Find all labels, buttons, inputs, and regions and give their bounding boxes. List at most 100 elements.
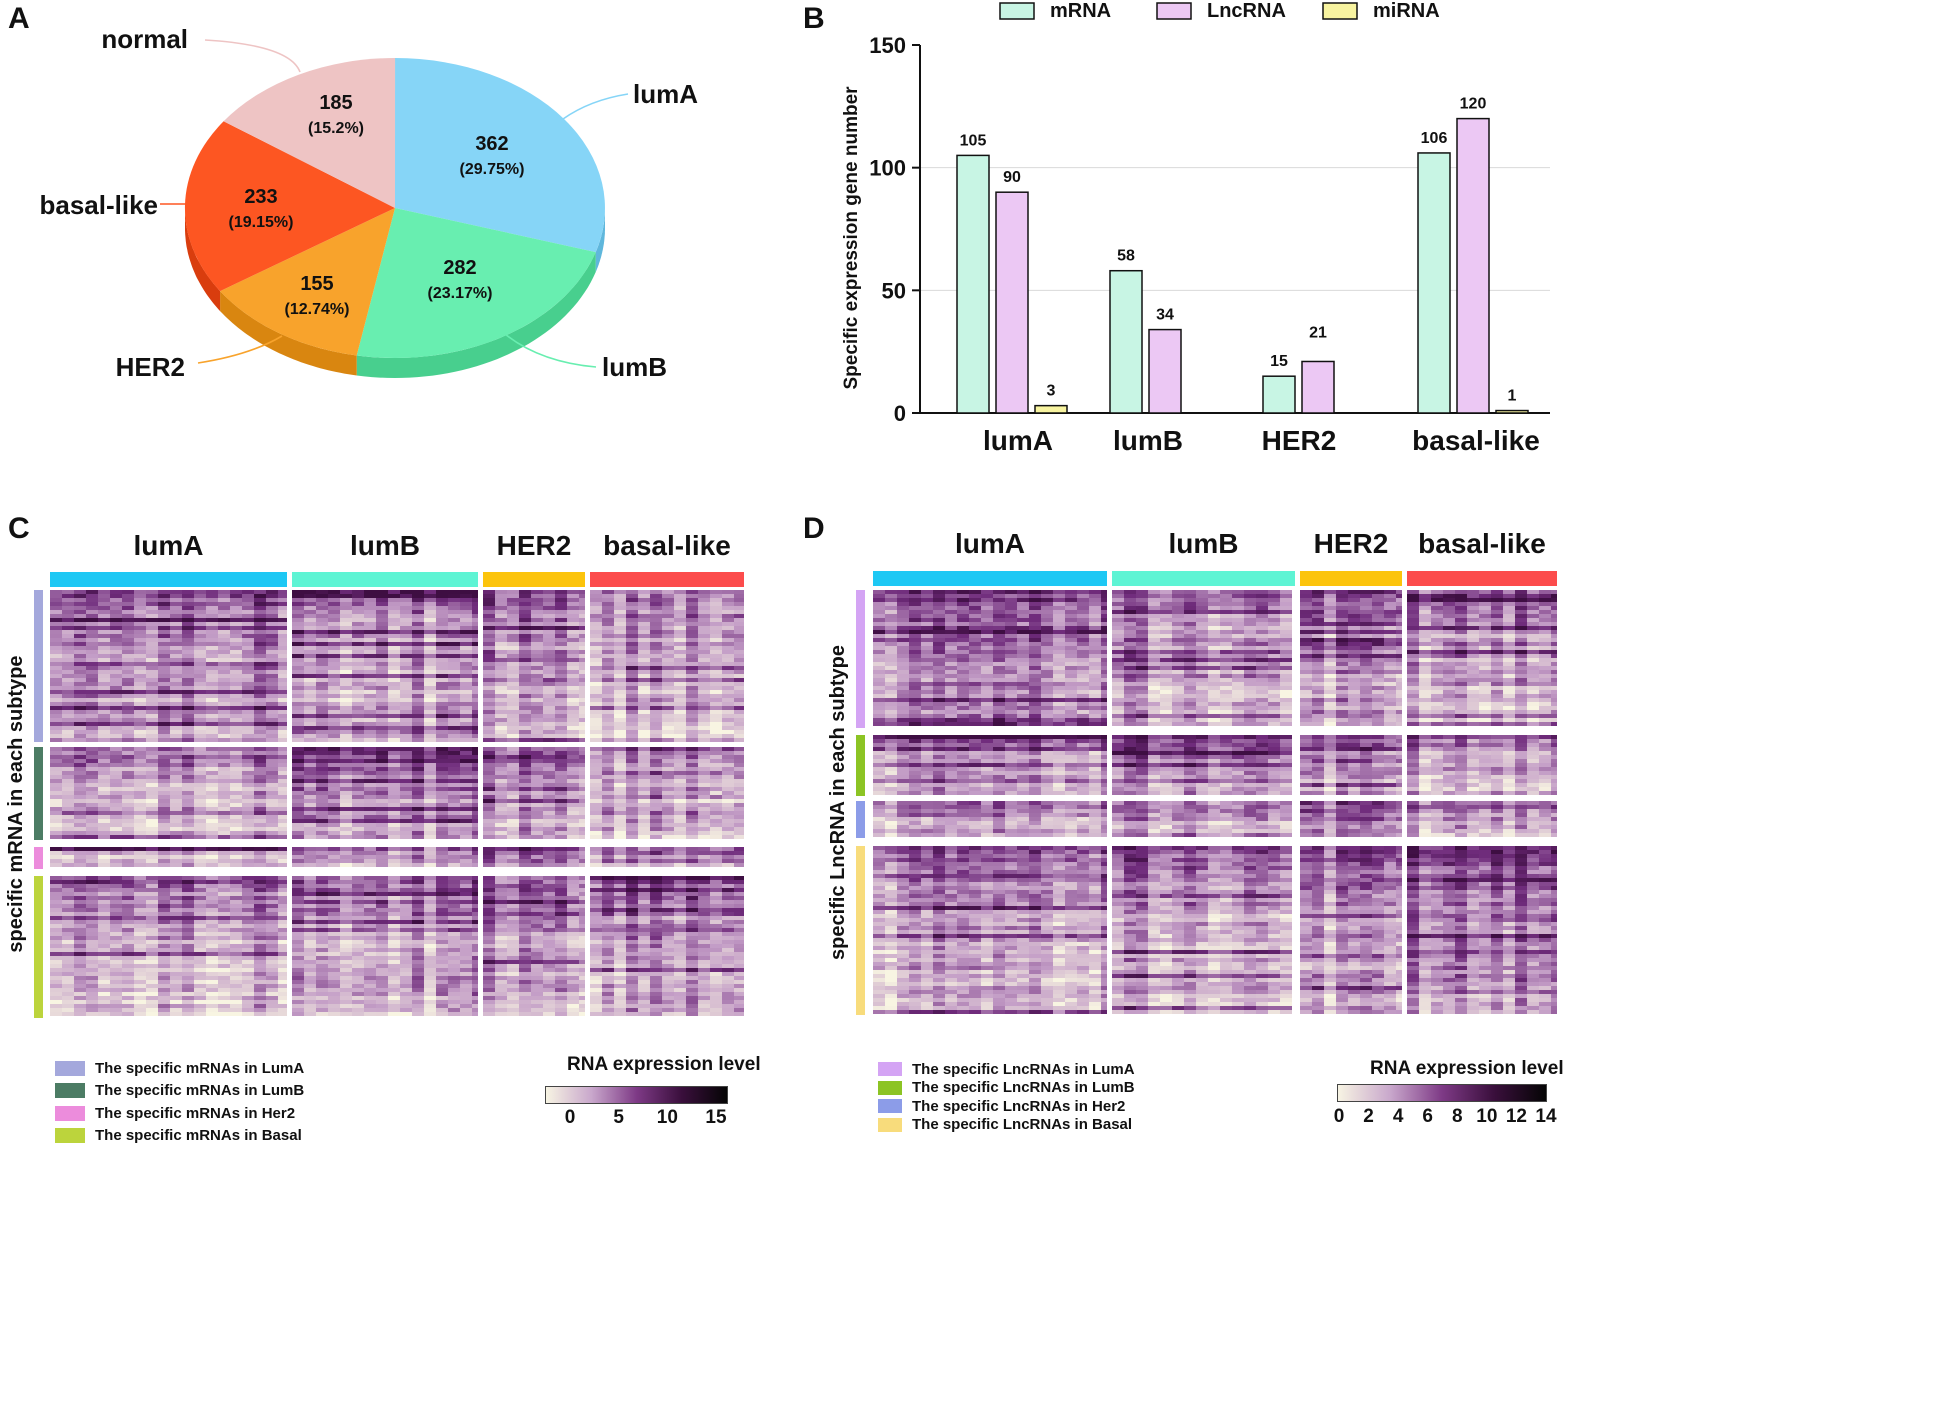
heatmap-cell [316,1008,328,1012]
heatmap-cell [424,831,436,835]
heatmap-cell [400,626,412,630]
heatmap-cell [254,751,266,755]
heatmap-cell [400,638,412,642]
heatmap-cell [412,863,424,867]
heatmap-cell [134,831,146,835]
heatmap-cell [388,694,400,698]
heatmap-cell [86,755,98,759]
heatmap-cell [266,771,278,775]
heatmap-cell [507,803,519,807]
heatmap-cell [614,598,626,602]
heatmap-cell [448,674,460,678]
heatmap-cell [698,630,710,634]
heatmap-cell [543,634,555,638]
heatmap-cell [483,1008,495,1012]
heatmap-cell [242,630,254,634]
heatmap-cell [448,775,460,779]
heatmap-cell [182,916,194,920]
heatmap-cell [62,771,74,775]
heatmap-cell [543,960,555,964]
heatmap-cell [110,892,122,896]
heatmap-cell [424,980,436,984]
heatmap-cell [146,738,158,742]
heatmap-cell [146,734,158,738]
heatmap-cell [292,924,304,928]
heatmap-cell [472,863,478,867]
heatmap-cell [304,1004,316,1008]
heatmap-cell [110,654,122,658]
heatmap-cell [74,984,86,988]
heatmap-cell [266,755,278,759]
heatmap-cell [62,759,74,763]
heatmap-cell [194,747,206,751]
heatmap-cell [292,646,304,650]
heatmap-cell [122,594,134,598]
heatmap-cell [734,666,744,670]
heatmap-cell [328,823,340,827]
heatmap-cell [352,855,364,859]
heatmap-cell [170,932,182,936]
heatmap-cell [436,614,448,618]
heatmap-cell [50,880,62,884]
heatmap-cell [292,686,304,690]
heatmap-cell [388,976,400,980]
heatmap-cell [531,799,543,803]
heatmap-cell [638,682,650,686]
heatmap-cell [278,912,287,916]
heatmap-cell [460,876,472,880]
heatmap-cell [316,714,328,718]
heatmap-cell [122,831,134,835]
heatmap-cell [567,948,579,952]
heatmap-cell [98,996,110,1000]
heatmap-cell [86,730,98,734]
heatmap-cell [698,618,710,622]
heatmap-cell [218,658,230,662]
heatmap-cell [472,590,478,594]
heatmap-cell [74,734,86,738]
heatmap-cell [483,662,495,666]
heatmap-cell [460,714,472,718]
heatmap-cell [376,928,388,932]
heatmap-cell [436,803,448,807]
heatmap-cell [206,598,218,602]
heatmap-cell [62,1000,74,1004]
heatmap-cell [158,811,170,815]
heatmap-cell [230,767,242,771]
heatmap-cell [292,734,304,738]
heatmap-cell [242,992,254,996]
heatmap-cell [352,980,364,984]
heatmap-cell [424,622,436,626]
heatmap-cell [400,835,412,839]
heatmap-cell [436,944,448,948]
heatmap-cell [424,896,436,900]
heatmap-cell [110,795,122,799]
heatmap-cell [194,932,206,936]
heatmap-cell [364,775,376,779]
heatmap-cell [50,807,62,811]
heatmap-cell [495,710,507,714]
heatmap-cell [278,851,287,855]
heatmap-cell [158,791,170,795]
heatmap-cell [170,650,182,654]
heatmap-cell [182,618,194,622]
heatmap-row-group-bar [34,876,43,1018]
heatmap-cell [555,775,567,779]
heatmap-cell [531,855,543,859]
heatmap-cell [110,706,122,710]
heatmap-cell [376,803,388,807]
heatmap-cell [567,803,579,807]
heatmap-cell [340,831,352,835]
heatmap-cell [278,726,287,730]
heatmap-cell [400,614,412,618]
heatmap-cell [483,722,495,726]
heatmap-cell [278,791,287,795]
heatmap-cell [376,799,388,803]
heatmap-cell [495,863,507,867]
heatmap-cell [460,634,472,638]
heatmap-cell [86,630,98,634]
heatmap-cell [292,730,304,734]
heatmap-cell [388,1000,400,1004]
heatmap-cell [182,706,194,710]
heatmap-cell [579,859,585,863]
heatmap-cell [650,698,662,702]
